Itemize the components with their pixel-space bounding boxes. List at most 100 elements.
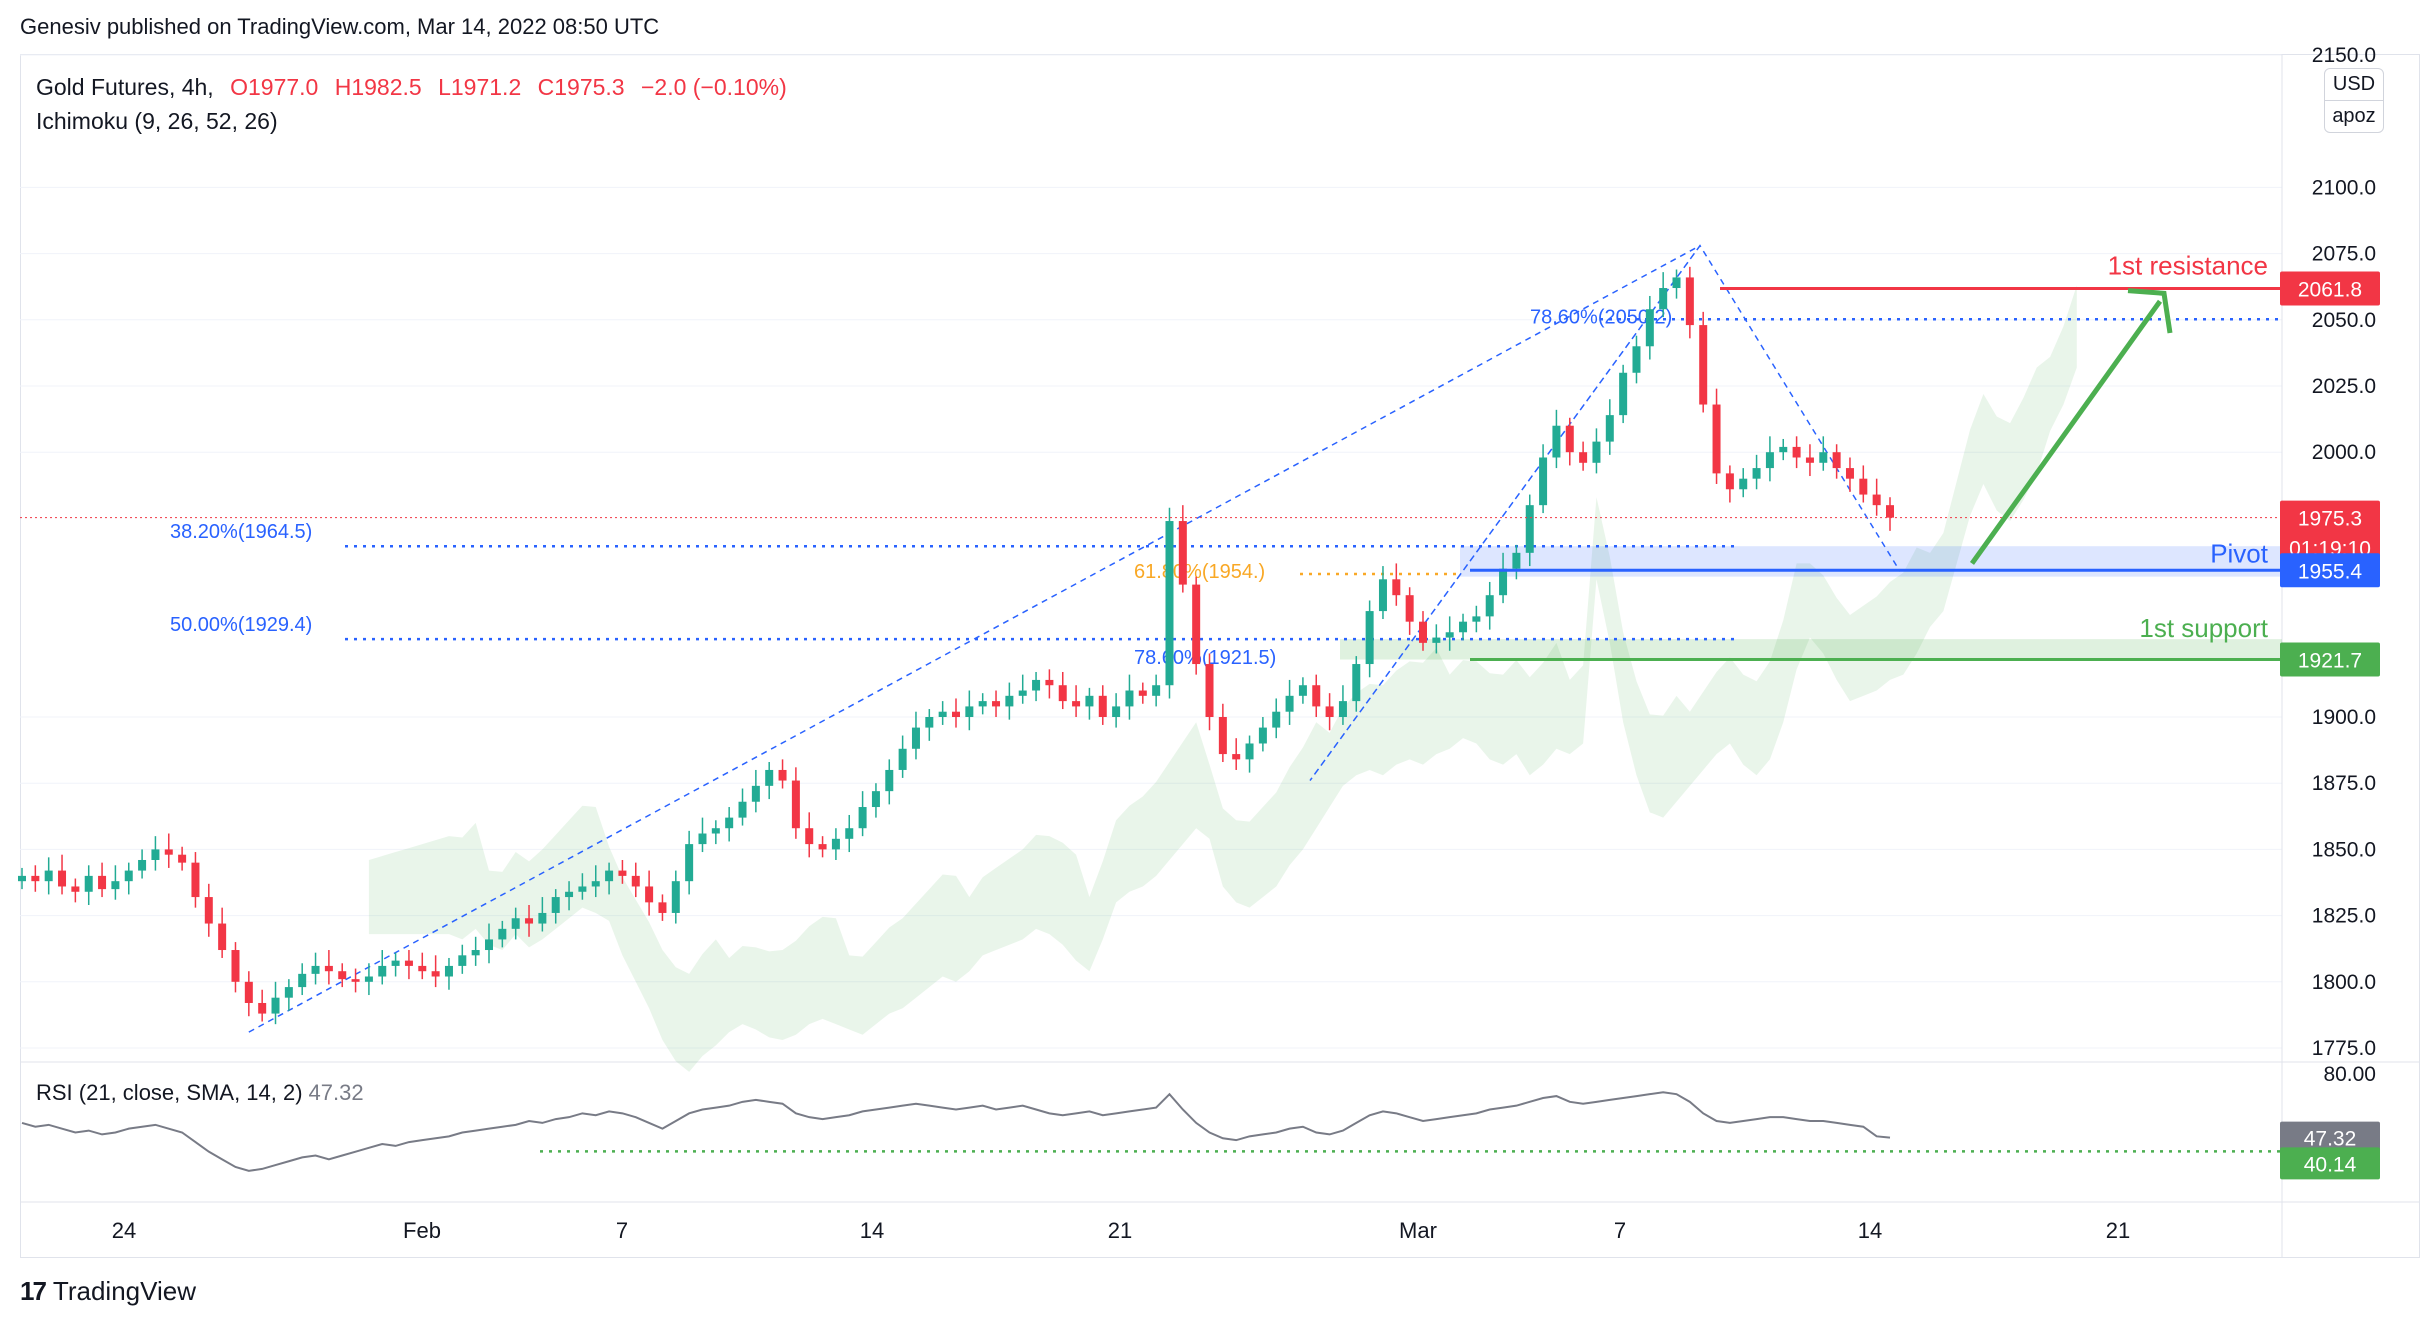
candle-body <box>324 965 333 972</box>
rsi-pane: 80.00 47.32 40.14 <box>21 1063 2380 1180</box>
candle-body <box>1245 743 1254 760</box>
resistance-price-tag-bg <box>2280 271 2380 306</box>
candle-body <box>578 886 587 892</box>
candle-body <box>1058 685 1067 702</box>
scale-label[interactable]: apoz <box>2325 100 2383 132</box>
candle-body <box>1752 468 1761 479</box>
candle-body <box>911 727 920 749</box>
candle-body <box>845 828 854 839</box>
candle-body <box>885 769 894 792</box>
price-tick-label: 1850.0 <box>2312 838 2376 861</box>
arrow-head <box>2127 288 2173 334</box>
candle-body <box>218 923 227 951</box>
candle-body <box>1539 457 1548 506</box>
time-tick-label: 7 <box>616 1218 628 1243</box>
candle-body <box>1352 664 1361 702</box>
rsi-sma-tag: 40.14 <box>2304 1153 2357 1176</box>
candle-body <box>1285 695 1294 712</box>
candle-body <box>1338 701 1347 717</box>
time-tick-label: 24 <box>112 1218 136 1243</box>
candle-body <box>565 891 574 898</box>
candle-body <box>1845 468 1854 479</box>
candle-body <box>1272 711 1281 728</box>
candle-body <box>431 971 440 977</box>
indicator-label[interactable]: Ichimoku (9, 26, 52, 26) <box>36 108 278 134</box>
candle-body <box>178 854 187 863</box>
time-tick-label: Feb <box>403 1218 441 1243</box>
price-tick-label: 2050.0 <box>2312 309 2376 332</box>
level-lines: 1st resistance Pivot 1st support <box>20 251 2282 662</box>
candle-body <box>71 886 80 892</box>
candle-body <box>1872 494 1881 506</box>
candle-body <box>751 785 760 802</box>
candle-body <box>938 711 947 717</box>
candle-body <box>925 717 934 728</box>
candle-body <box>191 862 200 898</box>
pivot-label: Pivot <box>2210 538 2269 568</box>
candle-body <box>818 844 827 850</box>
rsi-legend[interactable]: RSI (21, close, SMA, 14, 2) 47.32 <box>36 1080 364 1106</box>
candle-body <box>1419 621 1427 643</box>
candle-body <box>458 955 467 966</box>
tradingview-logo[interactable]: 17 TradingView <box>20 1276 196 1307</box>
candle-body <box>1632 346 1641 373</box>
candle-body <box>258 1002 267 1014</box>
candle-body <box>1805 457 1814 463</box>
candle-body <box>1378 579 1387 612</box>
candle-body <box>1712 404 1721 474</box>
candle-body <box>992 701 1001 707</box>
candle-body <box>1032 679 1041 691</box>
symbol-label[interactable]: Gold Futures, 4h, <box>36 74 214 100</box>
price-tick-label: 2000.0 <box>2312 441 2376 464</box>
last-price-tag: 1975.3 <box>2298 508 2362 531</box>
grid <box>20 54 2420 1258</box>
low-value: L1971.2 <box>438 74 522 100</box>
time-tick-label: 14 <box>860 1218 884 1243</box>
price-tick-label: 2075.0 <box>2312 243 2376 266</box>
candle-body <box>1565 425 1574 453</box>
publisher-line: Genesiv published on TradingView.com, Ma… <box>20 14 660 39</box>
candle-body <box>1138 690 1147 696</box>
cloud-area <box>368 285 2077 1072</box>
candle-body <box>1258 727 1267 744</box>
pivot-zone <box>1460 546 2282 577</box>
projection-arrow <box>1969 299 2163 565</box>
candle-body <box>111 881 120 890</box>
close-value: C1975.3 <box>537 74 625 100</box>
candle-body <box>1485 595 1494 617</box>
candle-body <box>1432 637 1441 643</box>
candle-body <box>485 939 493 951</box>
pivot-price-tag: 1955.4 <box>2298 560 2363 583</box>
chart-legend: Gold Futures, 4h, O1977.0 H1982.5 L1971.… <box>36 70 787 138</box>
candle-body <box>1499 568 1508 596</box>
candle-body <box>1298 685 1307 696</box>
candle-body <box>1819 452 1828 463</box>
time-tick-label: 14 <box>1858 1218 1882 1243</box>
candle-body <box>685 844 694 882</box>
price-tick-label: 1825.0 <box>2312 905 2376 928</box>
candle-body <box>1072 701 1081 707</box>
time-tick-label: 7 <box>1614 1218 1626 1243</box>
candle-body <box>631 875 640 887</box>
currency-label[interactable]: USD <box>2332 73 2376 95</box>
rsi-value: 47.32 <box>308 1080 364 1105</box>
candle-body <box>831 838 840 850</box>
support-label: 1st support <box>2139 613 2268 643</box>
candle-body <box>1472 616 1481 622</box>
candle-body <box>1672 277 1681 289</box>
candle-body <box>18 875 26 882</box>
price-tick-label: 1900.0 <box>2312 706 2376 729</box>
candle-body <box>658 902 667 913</box>
candle-body <box>271 997 280 1014</box>
fib-pattern-lines <box>248 244 1901 1033</box>
open-value: O1977.0 <box>230 74 319 100</box>
candle-body <box>1205 664 1214 717</box>
candle-body <box>498 928 507 940</box>
price-axis: 2150.0 2100.0 2075.0 2050.0 2025.0 2000.0 1900… <box>2280 44 2380 1060</box>
candle-body <box>471 950 480 956</box>
rsi-upper-label: 80.00 <box>2323 1063 2376 1086</box>
candle-body <box>1165 521 1174 686</box>
rsi-label: RSI (21, close, SMA, 14, 2) <box>36 1080 303 1105</box>
currency-selector[interactable]: USD apoz <box>2324 68 2384 133</box>
